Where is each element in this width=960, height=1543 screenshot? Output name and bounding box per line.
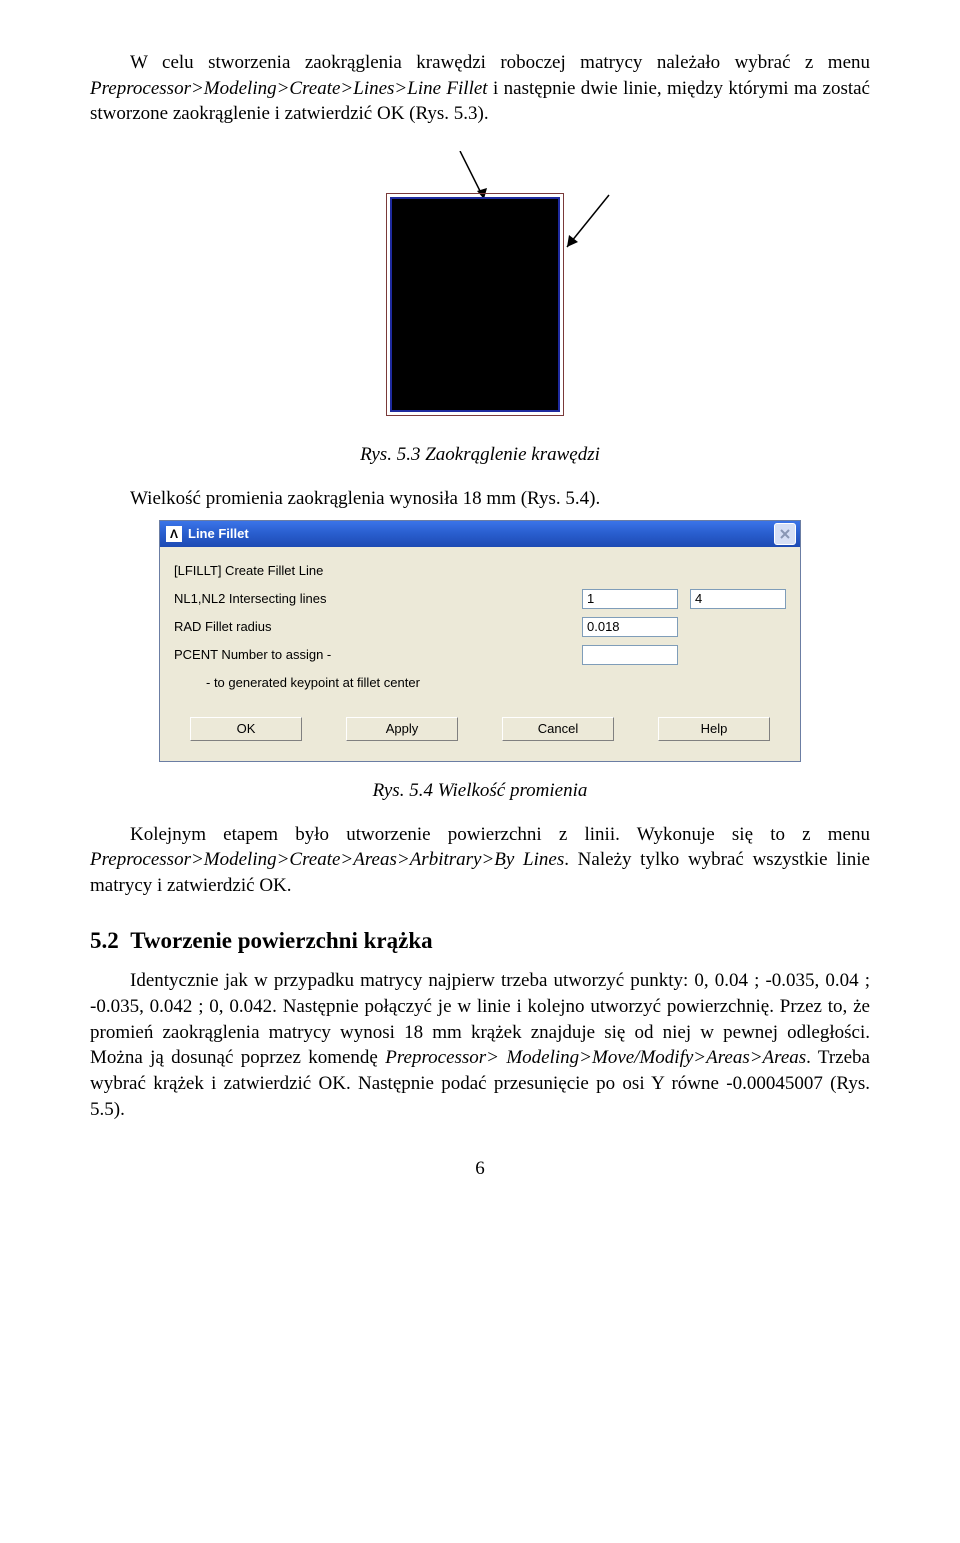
paragraph-intro: W celu stworzenia zaokrąglenia krawędzi … [90, 50, 870, 127]
help-button[interactable]: Help [658, 717, 770, 741]
paragraph-area: Kolejnym etapem było utworzenie powierzc… [90, 822, 870, 899]
nl1-input[interactable] [582, 589, 678, 609]
paragraph-radius: Wielkość promienia zaokrąglenia wynosiła… [90, 486, 870, 512]
p1-menu-path: Preprocessor>Modeling>Create>Lines>Line … [90, 78, 488, 99]
dlg-row3-label: RAD Fillet radius [174, 619, 464, 634]
pcent-input[interactable] [582, 645, 678, 665]
dlg-row2-label: NL1,NL2 Intersecting lines [174, 591, 464, 606]
section-title: Tworzenie powierzchni krążka [130, 928, 432, 953]
dlg-row4-label: PCENT Number to assign - [174, 647, 464, 662]
figure-5-3-caption: Rys. 5.3 Zaokrąglenie krawędzi [90, 444, 870, 466]
figure-5-4-caption: Rys. 5.4 Wielkość promienia [90, 780, 870, 802]
arrow-right-icon [555, 191, 615, 271]
paragraph-disc: Identycznie jak w przypadku matrycy najp… [90, 968, 870, 1122]
ok-button[interactable]: OK [190, 717, 302, 741]
line-fillet-dialog: Λ Line Fillet [LFILLT] Create Fillet Lin… [159, 520, 801, 762]
dialog-titlebar: Λ Line Fillet [160, 521, 800, 547]
dlg-row1-label: [LFILLT] Create Fillet Line [174, 563, 464, 578]
dlg-row5-label: - to generated keypoint at fillet center [174, 675, 496, 690]
dialog-title: Line Fillet [188, 526, 249, 541]
p3-text-a: Kolejnym etapem było utworzenie powierzc… [130, 824, 870, 845]
p3-menu-path: Preprocessor>Modeling>Create>Areas>Arbit… [90, 849, 564, 870]
p1-text: W celu stworzenia zaokrąglenia krawędzi … [130, 52, 870, 73]
app-icon: Λ [166, 526, 182, 542]
rad-input[interactable] [582, 617, 678, 637]
close-icon[interactable] [774, 523, 796, 545]
cancel-button[interactable]: Cancel [502, 717, 614, 741]
p4-menu-path: Preprocessor> Modeling>Move/Modify>Areas… [385, 1047, 806, 1068]
apply-button[interactable]: Apply [346, 717, 458, 741]
nl2-input[interactable] [690, 589, 786, 609]
section-heading: 5.2 Tworzenie powierzchni krążka [90, 928, 870, 954]
page-number: 6 [90, 1158, 870, 1180]
section-number: 5.2 [90, 928, 119, 953]
figure-5-3 [90, 151, 870, 426]
